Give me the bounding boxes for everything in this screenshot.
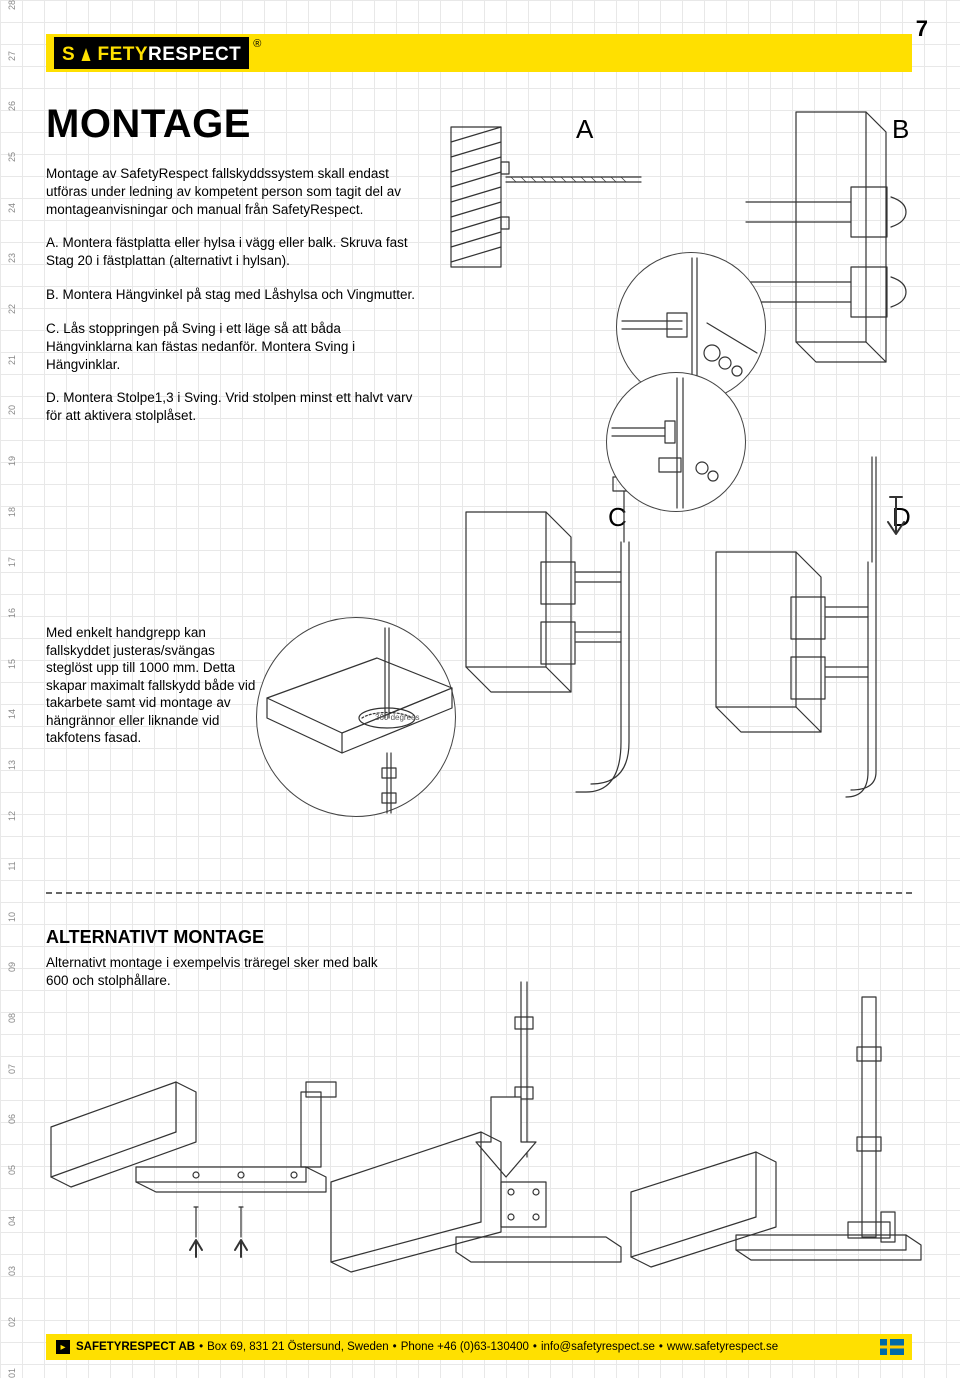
page: 7 S▲FETYRESPECT ® MONTAGE Montage av Saf… <box>46 34 912 441</box>
content-area: MONTAGE Montage av SafetyRespect fallsky… <box>46 72 912 425</box>
step-d: D. Montera Stolpe1,3 i Sving. Vrid stolp… <box>46 389 426 425</box>
feature-text: Med enkelt handgrepp kan fallskyddet jus… <box>46 624 256 747</box>
diagram-d <box>696 452 926 802</box>
brand-logo: S▲FETYRESPECT <box>54 37 249 69</box>
footer-company: SAFETYRESPECT AB <box>76 1341 195 1353</box>
diagram-a <box>446 122 646 272</box>
rotation-diagram: 360 degrees <box>256 617 456 817</box>
footer-icon: ▸ <box>56 1340 70 1354</box>
instruction-text: Montage av SafetyRespect fallskyddssyste… <box>46 165 426 425</box>
rotation-label: 360 degrees <box>375 713 419 722</box>
footer-web: www.safetyrespect.se <box>667 1341 778 1353</box>
page-number: 7 <box>916 16 928 42</box>
sweden-flag-icon <box>880 1339 904 1355</box>
diagram-c <box>446 472 676 802</box>
section-divider <box>46 892 912 894</box>
step-a: A. Montera fästplatta eller hylsa i vägg… <box>46 234 426 270</box>
left-ruler: 010203 040506 070809 101112 131415 16171… <box>2 0 28 1378</box>
alt-title: ALTERNATIVT MONTAGE <box>46 927 386 948</box>
alt-diagram-3 <box>626 977 926 1277</box>
footer-phone: Phone +46 (0)63-130400 <box>401 1341 529 1353</box>
logo-bar: S▲FETYRESPECT ® <box>46 34 912 72</box>
step-b: B. Montera Hängvinkel på stag med Låshyl… <box>46 286 426 304</box>
footer-email: info@safetyrespect.se <box>541 1341 655 1353</box>
alt-diagram-1 <box>46 1032 346 1262</box>
trademark: ® <box>253 38 261 50</box>
intro-para: Montage av SafetyRespect fallskyddssyste… <box>46 165 426 218</box>
alt-diagram-2 <box>326 977 626 1277</box>
step-c: C. Lås stoppringen på Sving i ett läge s… <box>46 320 426 373</box>
footer-bar: ▸ SAFETYRESPECT AB • Box 69, 831 21 Öste… <box>46 1334 912 1360</box>
footer-address: Box 69, 831 21 Östersund, Sweden <box>207 1341 389 1353</box>
